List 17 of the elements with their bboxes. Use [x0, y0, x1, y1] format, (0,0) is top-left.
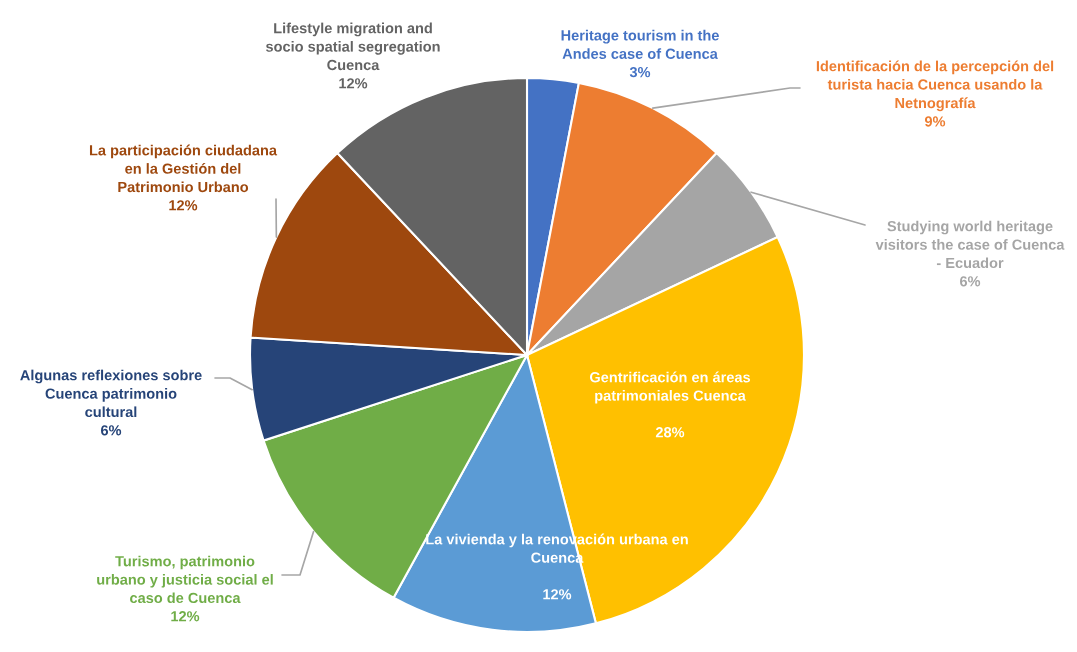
slice-label: Lifestyle migration and socio spatial segregation Cuenca	[266, 22, 440, 71]
data-label: 12%	[171, 611, 200, 622]
data-label: 9%	[924, 116, 946, 127]
data-label: 12%	[169, 200, 198, 211]
data-label: 28%	[655, 427, 685, 438]
data-label: 6%	[100, 425, 122, 436]
slice-label: Algunas reflexiones sobre Cuenca patrimonio cultural	[20, 369, 202, 418]
data-label: 12%	[543, 589, 572, 600]
data-label: 6%	[959, 276, 981, 287]
slice-label: Gentrificación en áreas patrimoniales Cuenca	[589, 371, 751, 404]
slice-label: Studying world heritage visitors the case of Cuenca - Ecuador	[875, 220, 1065, 269]
slice-label: Heritage tourism in the Andes case of Cuenca	[561, 29, 719, 59]
slice-label: Identificación de la percepción del turista hacia Cuenca usando la Netnografía	[816, 60, 1054, 112]
slice-label: Turismo, patrimonio urbano y justicia social el caso de Cuenca	[97, 555, 273, 604]
slice-label: La participación ciudadana en la Gestión del Patrimonio Urbano	[89, 144, 278, 193]
data-label: 12%	[339, 78, 368, 89]
data-label: 3%	[629, 66, 651, 78]
